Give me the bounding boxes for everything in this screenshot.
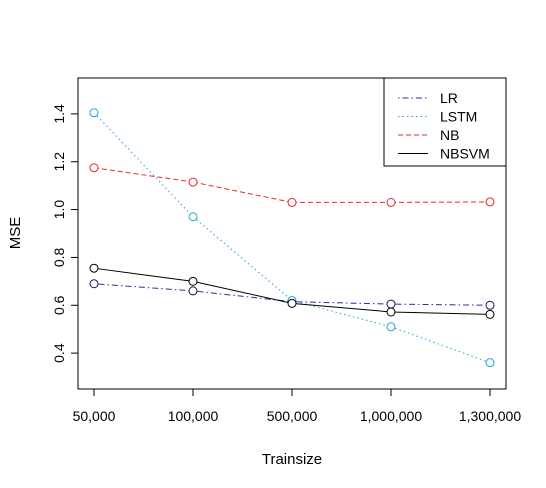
series-nbsvm <box>89 263 495 319</box>
series-lstm <box>89 108 495 368</box>
data-point <box>89 279 99 289</box>
series-segment <box>192 216 293 301</box>
legend-label: NB <box>440 127 459 143</box>
series-segment <box>291 302 392 313</box>
legend-label: LSTM <box>440 109 477 125</box>
series-segment <box>192 290 293 303</box>
y-tick-label: 0.4 <box>51 343 67 363</box>
legend: LR LSTM NB NBSVM <box>383 77 507 167</box>
series-segment <box>93 112 194 218</box>
series-segment <box>93 267 194 282</box>
series-segment <box>192 181 293 203</box>
data-point <box>287 197 297 207</box>
data-point <box>485 197 495 207</box>
legend-label: NBSVM <box>440 146 490 162</box>
x-axis: 50,000 100,000 500,000 1,000,000 1,300,000 <box>73 389 521 424</box>
data-point <box>386 322 396 332</box>
data-point <box>188 276 198 286</box>
y-axis: 0.4 0.6 0.8 1.0 1.2 1.4 <box>51 104 78 363</box>
x-tick-label: 100,000 <box>168 408 219 424</box>
series-segment <box>192 280 293 304</box>
series-segment <box>390 303 491 306</box>
x-tick-label: 1,000,000 <box>360 408 422 424</box>
series-segment <box>93 283 194 292</box>
data-point <box>188 286 198 296</box>
series-segment <box>291 301 392 305</box>
series-segment <box>93 167 194 183</box>
y-axis-label: MSE <box>7 217 24 250</box>
data-point <box>89 108 99 118</box>
data-point <box>287 298 297 308</box>
data-point <box>188 212 198 222</box>
y-tick-label: 0.8 <box>51 247 67 267</box>
data-point <box>386 307 396 317</box>
y-tick-label: 0.6 <box>51 295 67 315</box>
legend-box <box>383 77 507 167</box>
series-layer <box>89 108 495 368</box>
x-tick-label: 500,000 <box>267 408 318 424</box>
series-segment <box>390 311 491 315</box>
x-tick-label: 1,300,000 <box>459 408 521 424</box>
x-axis-label: Trainsize <box>262 451 322 468</box>
y-tick-label: 1.0 <box>51 200 67 220</box>
data-point <box>188 177 198 187</box>
data-point <box>89 263 99 273</box>
data-point <box>485 358 495 368</box>
y-tick-label: 1.4 <box>51 104 67 124</box>
series-nb <box>89 163 495 207</box>
series-lr <box>89 279 495 310</box>
data-point <box>89 163 99 173</box>
data-point <box>386 197 396 207</box>
series-segment <box>390 326 491 364</box>
legend-label: LR <box>440 90 458 106</box>
data-point <box>485 309 495 319</box>
y-tick-label: 1.2 <box>51 152 67 172</box>
data-point <box>485 300 495 310</box>
x-tick-label: 50,000 <box>73 408 116 424</box>
data-point <box>386 299 396 309</box>
